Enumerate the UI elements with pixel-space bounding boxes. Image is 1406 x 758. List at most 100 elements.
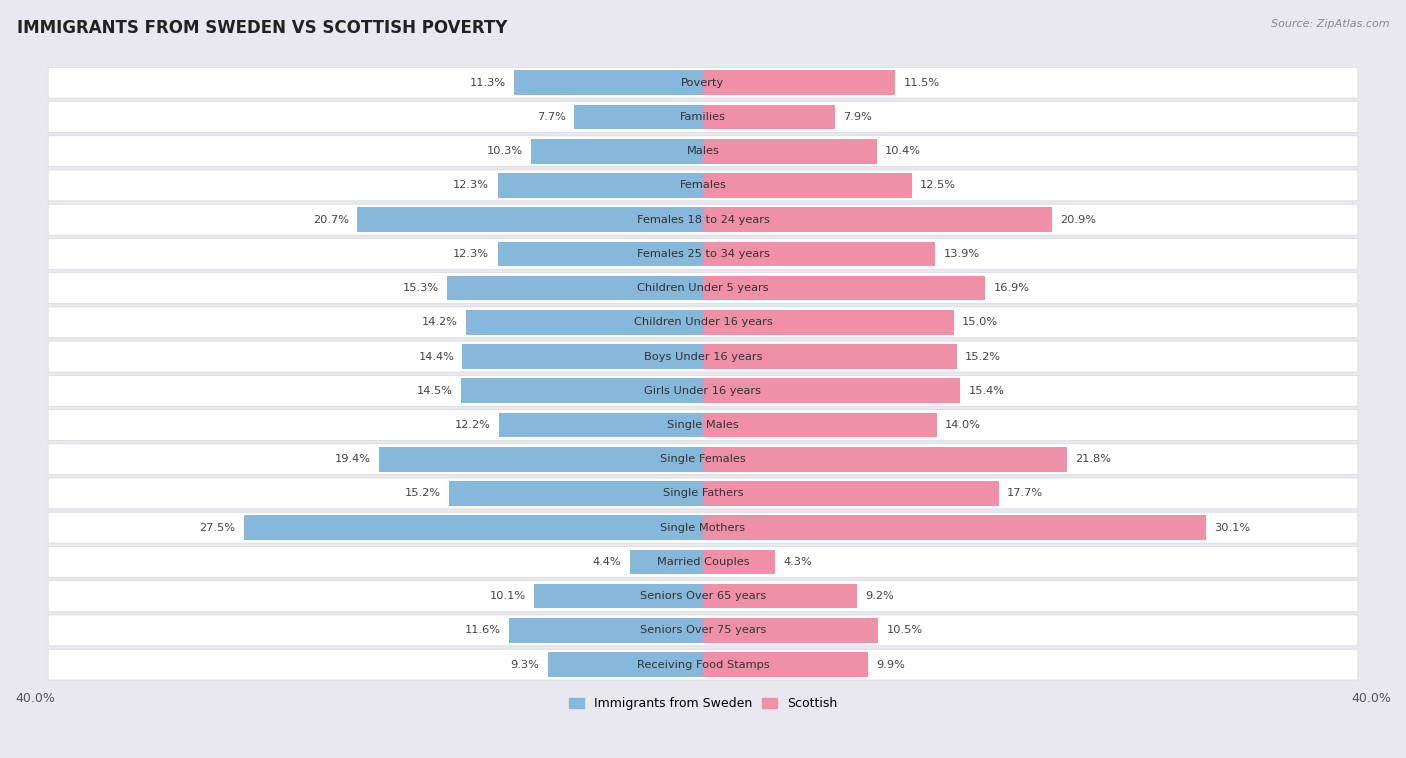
Bar [465,310,703,334]
Text: Single Fathers: Single Fathers [662,488,744,499]
Text: Receiving Food Stamps: Receiving Food Stamps [637,659,769,669]
Bar [703,447,1067,471]
FancyBboxPatch shape [48,581,1358,612]
Bar [703,550,775,575]
Bar [498,242,703,266]
Text: 13.9%: 13.9% [943,249,980,259]
Text: Boys Under 16 years: Boys Under 16 years [644,352,762,362]
Bar [703,584,856,609]
FancyBboxPatch shape [48,649,1358,680]
Text: 14.2%: 14.2% [422,318,457,327]
Text: 4.4%: 4.4% [592,557,621,567]
FancyBboxPatch shape [48,136,1358,167]
Bar [703,344,957,369]
Text: Families: Families [681,112,725,122]
Bar [703,105,835,130]
Bar [703,310,953,334]
Text: Single Mothers: Single Mothers [661,523,745,533]
Text: 17.7%: 17.7% [1007,488,1043,499]
Text: 14.5%: 14.5% [416,386,453,396]
Bar [461,378,703,403]
FancyBboxPatch shape [48,409,1358,440]
Text: Females 25 to 34 years: Females 25 to 34 years [637,249,769,259]
FancyBboxPatch shape [48,102,1358,133]
FancyBboxPatch shape [48,307,1358,338]
Text: Source: ZipAtlas.com: Source: ZipAtlas.com [1271,19,1389,29]
Bar [703,276,986,300]
Bar [703,207,1052,232]
Text: 14.4%: 14.4% [418,352,454,362]
Bar [703,242,935,266]
Bar [498,173,703,198]
Text: Females: Females [679,180,727,190]
FancyBboxPatch shape [48,478,1358,509]
Text: IMMIGRANTS FROM SWEDEN VS SCOTTISH POVERTY: IMMIGRANTS FROM SWEDEN VS SCOTTISH POVER… [17,19,508,37]
FancyBboxPatch shape [48,512,1358,543]
Text: 15.0%: 15.0% [962,318,998,327]
Bar [534,584,703,609]
Text: Poverty: Poverty [682,78,724,88]
Text: 12.2%: 12.2% [456,420,491,430]
Bar [515,70,703,95]
Text: 10.3%: 10.3% [486,146,523,156]
Text: 20.7%: 20.7% [314,215,349,224]
Text: 10.4%: 10.4% [884,146,921,156]
FancyBboxPatch shape [48,615,1358,646]
Text: 10.5%: 10.5% [887,625,922,635]
FancyBboxPatch shape [48,547,1358,578]
Text: Females 18 to 24 years: Females 18 to 24 years [637,215,769,224]
Bar [531,139,703,164]
Text: Males: Males [686,146,720,156]
Text: 16.9%: 16.9% [994,283,1029,293]
Bar [703,412,936,437]
Text: 7.9%: 7.9% [844,112,872,122]
Bar [703,653,869,677]
Bar [548,653,703,677]
Text: Single Males: Single Males [666,420,740,430]
Bar [703,618,879,643]
Text: 21.8%: 21.8% [1076,454,1112,464]
Text: 12.3%: 12.3% [453,249,489,259]
Text: 4.3%: 4.3% [783,557,811,567]
Text: 7.7%: 7.7% [537,112,567,122]
Text: Seniors Over 75 years: Seniors Over 75 years [640,625,766,635]
Bar [703,481,998,506]
Text: Children Under 5 years: Children Under 5 years [637,283,769,293]
Bar [380,447,703,471]
Text: 12.3%: 12.3% [453,180,489,190]
Text: 9.9%: 9.9% [877,659,905,669]
Bar [703,139,877,164]
FancyBboxPatch shape [48,67,1358,98]
FancyBboxPatch shape [48,170,1358,201]
Bar [243,515,703,540]
FancyBboxPatch shape [48,273,1358,303]
Text: 11.3%: 11.3% [470,78,506,88]
Text: 20.9%: 20.9% [1060,215,1097,224]
Text: 9.3%: 9.3% [510,659,540,669]
Text: Married Couples: Married Couples [657,557,749,567]
Text: 15.2%: 15.2% [405,488,441,499]
Text: 9.2%: 9.2% [865,591,894,601]
Bar [463,344,703,369]
Text: 15.4%: 15.4% [969,386,1004,396]
Text: 27.5%: 27.5% [200,523,235,533]
FancyBboxPatch shape [48,204,1358,235]
Text: 19.4%: 19.4% [335,454,371,464]
Text: 15.2%: 15.2% [965,352,1001,362]
Bar [703,378,960,403]
Bar [499,412,703,437]
Text: 14.0%: 14.0% [945,420,981,430]
Bar [509,618,703,643]
Bar [449,481,703,506]
FancyBboxPatch shape [48,375,1358,406]
Bar [630,550,703,575]
Text: 11.5%: 11.5% [904,78,939,88]
Text: 12.5%: 12.5% [920,180,956,190]
Text: 15.3%: 15.3% [404,283,439,293]
FancyBboxPatch shape [48,444,1358,475]
Bar [703,515,1206,540]
FancyBboxPatch shape [48,341,1358,372]
FancyBboxPatch shape [48,239,1358,269]
Legend: Immigrants from Sweden, Scottish: Immigrants from Sweden, Scottish [564,692,842,715]
Text: Seniors Over 65 years: Seniors Over 65 years [640,591,766,601]
